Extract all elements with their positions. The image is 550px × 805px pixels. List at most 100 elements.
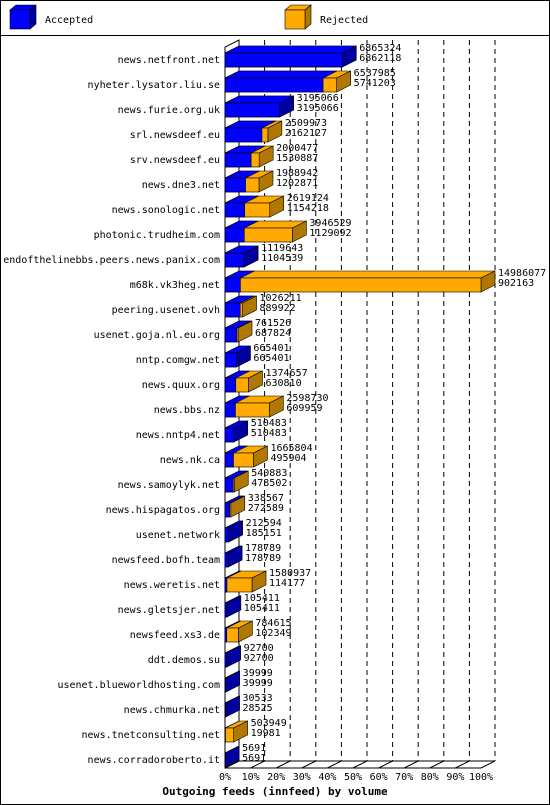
- x-tick-label: 50%: [344, 772, 362, 783]
- value-label: 14986077: [498, 268, 546, 279]
- value-label: 5691: [242, 753, 266, 764]
- value-label: 185151: [246, 528, 282, 539]
- tick-mark: [301, 760, 317, 769]
- value-label: 19981: [251, 728, 281, 739]
- tick-mark: [403, 760, 419, 769]
- value-label: 665401: [253, 343, 289, 354]
- tick-mark: [250, 760, 265, 769]
- bar-accepted: [224, 202, 246, 218]
- value-label: 39999: [243, 668, 273, 679]
- y-tick-label: news.nntp4.net: [136, 430, 220, 441]
- bar-accepted: [224, 552, 229, 568]
- bar-accepted: [224, 627, 228, 643]
- value-label: 2509973: [285, 118, 327, 129]
- bar-accepted: [224, 752, 226, 768]
- x-tick-label: 0%: [219, 772, 231, 783]
- value-label: 338567: [248, 493, 284, 504]
- value-label: 2162127: [285, 128, 327, 139]
- y-tick-label: news.furie.org.uk: [118, 105, 220, 116]
- y-tick-label: endofthelinebbs.peers.news.panix.com: [3, 255, 220, 266]
- value-label: 510483: [251, 418, 287, 429]
- value-label: 1026211: [260, 293, 302, 304]
- tick-mark: [327, 760, 342, 769]
- value-label: 212594: [246, 518, 282, 529]
- bar-accepted-top: [224, 45, 357, 54]
- bar-accepted: [224, 302, 241, 318]
- value-label: 272589: [248, 503, 284, 514]
- value-label: 1374657: [265, 368, 307, 379]
- y-tick-label: news.dne3.net: [142, 180, 220, 191]
- value-label: 39999: [243, 678, 273, 689]
- bar-accepted: [224, 702, 226, 718]
- value-label: 784615: [255, 618, 291, 629]
- value-label: 105411: [244, 593, 280, 604]
- value-label: 1530887: [276, 153, 318, 164]
- bar-accepted: [224, 77, 324, 93]
- value-label: 28525: [243, 703, 273, 714]
- value-label: 2619124: [287, 193, 329, 204]
- bar-accepted: [224, 427, 235, 443]
- y-tick-label: news.corradoroberto.it: [88, 755, 220, 766]
- bar-accepted: [224, 402, 236, 418]
- tick-mark: [429, 760, 445, 769]
- value-label: 1104539: [261, 253, 303, 264]
- bar-accepted: [224, 127, 263, 143]
- y-tick-label: srl.newsdeef.eu: [130, 130, 220, 141]
- value-label: 3195066: [297, 93, 339, 104]
- bar-accepted: [224, 177, 246, 193]
- value-label: 609959: [286, 403, 322, 414]
- value-label: 105411: [244, 603, 280, 614]
- value-label: 5741203: [354, 78, 396, 89]
- y-tick-label: ddt.demos.su: [148, 655, 220, 666]
- value-label: 2000477: [276, 143, 318, 154]
- value-label: 6865324: [359, 43, 401, 54]
- tick-mark: [455, 760, 470, 769]
- y-tick-label: photonic.trudheim.com: [94, 230, 220, 241]
- legend-label: Rejected: [320, 15, 368, 26]
- y-tick-label: news.nk.ca: [160, 455, 220, 466]
- bar-accepted: [224, 102, 280, 118]
- bar-rejected: [224, 577, 253, 593]
- value-label: 2598730: [286, 393, 328, 404]
- y-tick-label: nntp.comgw.net: [136, 355, 220, 366]
- bar-accepted: [224, 502, 230, 518]
- value-label: 1129092: [309, 228, 351, 239]
- y-tick-label: news.bbs.nz: [154, 405, 220, 416]
- bar-accepted-top: [224, 70, 338, 79]
- x-tick-label: 100%: [469, 772, 493, 783]
- value-label: 1119643: [261, 243, 303, 254]
- y-tick-label: news.sonologic.net: [112, 205, 220, 216]
- y-tick-label: news.quux.org: [142, 380, 220, 391]
- value-label: 92700: [244, 653, 274, 664]
- y-tick-label: news.weretis.net: [124, 580, 220, 591]
- bar-accepted: [224, 652, 227, 668]
- value-label: 30533: [243, 693, 273, 704]
- value-label: 1154218: [287, 203, 329, 214]
- bar-accepted: [224, 602, 228, 618]
- y-tick-label: newsfeed.bofh.team: [112, 555, 220, 566]
- bar-accepted: [224, 352, 237, 368]
- value-label: 3946529: [309, 218, 351, 229]
- bar-accepted: [224, 452, 234, 468]
- y-tick-label: news.samoylyk.net: [118, 480, 220, 491]
- value-label: 6537985: [354, 68, 396, 79]
- legend-swatch: [284, 9, 306, 30]
- bar-accepted: [224, 252, 245, 268]
- bar-rejected: [224, 277, 482, 293]
- value-label: 510483: [251, 428, 287, 439]
- bar-accepted: [224, 52, 343, 68]
- bar-accepted: [224, 377, 237, 393]
- bar-accepted: [224, 327, 238, 343]
- y-tick-label: m68k.vk3heg.net: [130, 280, 220, 291]
- legend-swatch: [9, 9, 31, 30]
- value-label: 178789: [245, 543, 281, 554]
- value-label: 5691: [242, 743, 266, 754]
- x-tick-label: 10%: [242, 772, 260, 783]
- bar-accepted: [224, 527, 229, 543]
- y-tick-label: nyheter.lysator.liu.se: [88, 80, 220, 91]
- y-tick-label: news.netfront.net: [118, 55, 220, 66]
- y-tick-label: news.chmurka.net: [124, 705, 220, 716]
- tick-mark: [352, 760, 368, 769]
- y-tick-label: peering.usenet.ovh: [112, 305, 220, 316]
